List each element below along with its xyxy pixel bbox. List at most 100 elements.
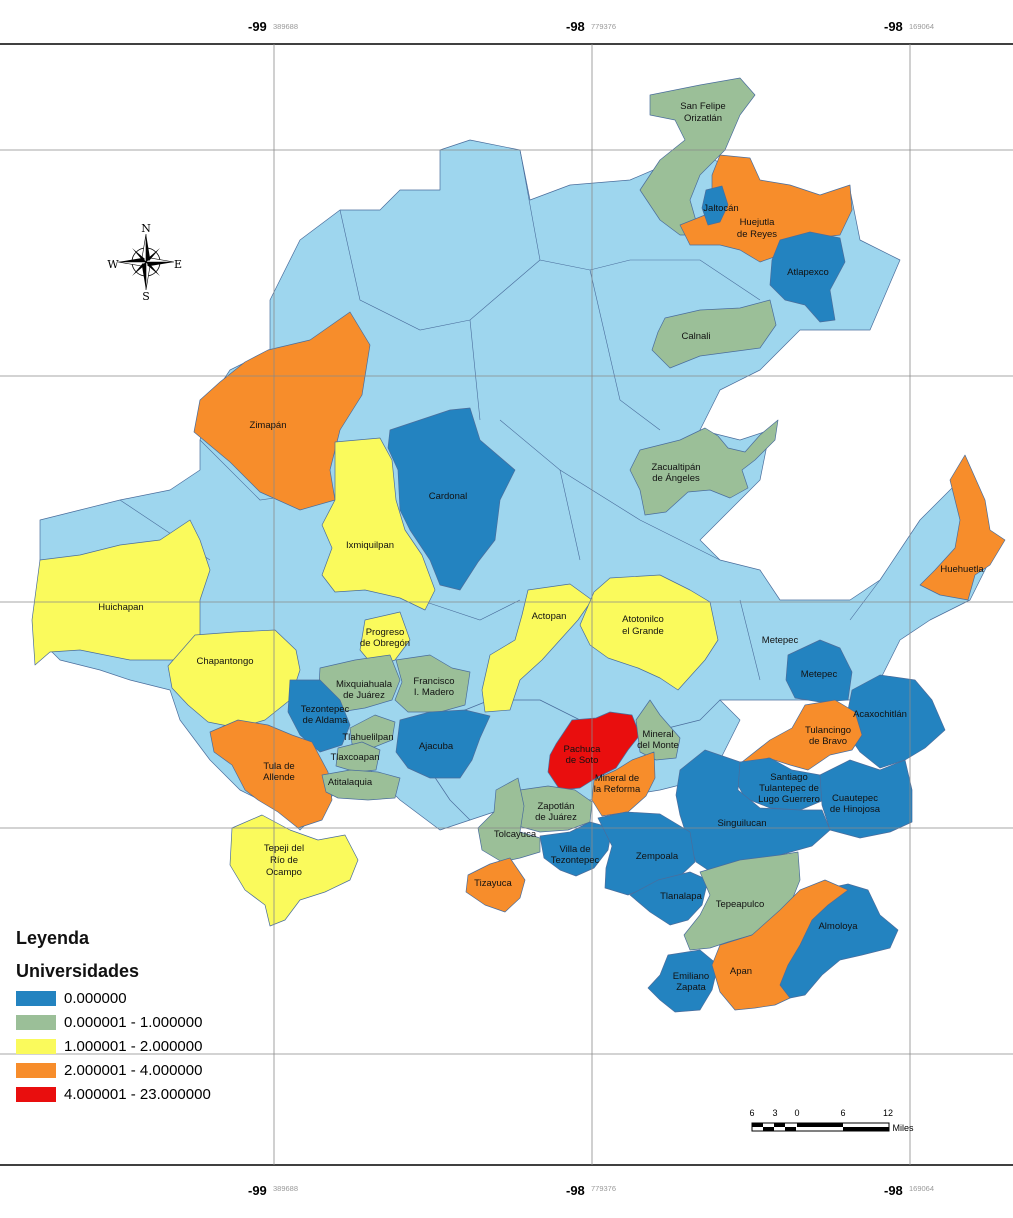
coord-bottom-2-sub: 779376 <box>591 1184 616 1193</box>
label-huichapan: Huichapan <box>98 602 143 613</box>
legend-item: 1.000001 - 2.000000 <box>16 1034 276 1058</box>
coord-bottom-3-sub: 169064 <box>909 1184 934 1193</box>
label-san-felipe-orizatlan: San Felipe Orizatlán <box>680 101 725 124</box>
scale-tick-3: 6 <box>840 1108 845 1118</box>
label-mineral-reforma: Mineral de la Reforma <box>594 773 641 795</box>
label-pachuca: Pachuca de Soto <box>564 744 602 766</box>
label-francisco-madero: Francisco I. Madero <box>413 676 454 698</box>
scale-tick-2: 0 <box>794 1108 799 1118</box>
legend-label: 4.000001 - 23.000000 <box>64 1085 211 1103</box>
municipality-emiliano-zapata <box>647 949 719 1013</box>
municipality-cuautepec <box>819 759 913 839</box>
legend-swatch <box>16 990 56 1006</box>
label-tlaxcoapan: Tlaxcoapan <box>330 752 379 763</box>
coordinate-labels-bottom: -99 389688 -98 779376 -98 169064 <box>248 1183 934 1198</box>
label-tizayuca: Tizayuca <box>474 878 512 889</box>
label-chapantongo: Chapantongo <box>196 656 253 667</box>
municipality-acaxochitlan <box>844 674 946 769</box>
scale-unit: Miles <box>892 1123 914 1133</box>
label-villa-tezontepec: Villa de Tezontepec <box>551 844 600 866</box>
municipality-tepeji <box>229 814 359 927</box>
compass-rose-icon: N S E W <box>107 222 182 303</box>
label-tepeapulco: Tepeapulco <box>716 899 765 910</box>
label-metepec: Metepec <box>801 669 838 680</box>
compass-n: N <box>141 222 151 235</box>
coord-top-2-sub: 779376 <box>591 22 616 31</box>
label-mixquiahuala: Mixquiahuala de Juárez <box>336 679 393 701</box>
legend-swatch <box>16 1014 56 1030</box>
municipality-cardonal <box>387 407 516 591</box>
coord-top-1-sub: 389688 <box>273 22 298 31</box>
label-zacualtipan: Zacualtipán de Ángeles <box>651 462 700 484</box>
map-legend: Leyenda Universidades 0.000000 0.000001 … <box>16 928 276 1106</box>
label-huehuetla: Huehuetla <box>940 564 984 575</box>
label-zempoala: Zempoala <box>636 851 679 862</box>
municipality-tlanalapa <box>629 871 709 926</box>
legend-swatch <box>16 1086 56 1102</box>
label-metepec-upper: Metepec <box>762 635 799 646</box>
legend-item: 0.000001 - 1.000000 <box>16 1010 276 1034</box>
compass-s: S <box>142 290 150 303</box>
municipality-chapantongo <box>167 629 301 729</box>
legend-label: 1.000001 - 2.000000 <box>64 1037 203 1055</box>
coord-top-3-deg: -98 <box>884 19 903 34</box>
legend-item: 4.000001 - 23.000000 <box>16 1082 276 1106</box>
label-acaxochitlan: Acaxochitlán <box>853 709 907 720</box>
label-ajacuba: Ajacuba <box>419 741 454 752</box>
legend-label: 0.000000 <box>64 989 127 1007</box>
label-progreso: Progreso de Obregón <box>360 627 410 649</box>
municipality-calnali <box>651 299 777 369</box>
municipality-santiago-tulantepec <box>734 757 825 811</box>
label-tepeji: Tepeji del Río de Ocampo <box>264 843 304 878</box>
graticule <box>0 44 1013 1165</box>
legend-swatch <box>16 1038 56 1054</box>
label-calnali: Calnali <box>681 331 710 342</box>
label-huejutla: Huejutla de Reyes <box>737 217 777 240</box>
label-santiago-tulantepec: Santiago Tulantepec de Lugo Guerrero <box>758 772 820 805</box>
legend-swatch <box>16 1062 56 1078</box>
scale-tick-1: 3 <box>772 1108 777 1118</box>
municipality-tezontepec-de-aldama <box>287 679 351 753</box>
label-tulancingo: Tulancingo de Bravo <box>805 725 851 747</box>
municipality-tula-de-allende <box>209 719 333 829</box>
label-actopan: Actopan <box>532 611 567 622</box>
coord-top-1-deg: -99 <box>248 19 267 34</box>
label-cardonal: Cardonal <box>429 491 468 502</box>
label-tlanalapa: Tlanalapa <box>660 891 702 902</box>
compass-w: W <box>107 258 119 271</box>
coord-bottom-1-sub: 389688 <box>273 1184 298 1193</box>
label-tezontepec-aldama: Tezontepec de Aldama <box>301 704 350 726</box>
label-atitalaquia: Atitalaquia <box>328 777 373 788</box>
label-emiliano-zapata: Emiliano Zapata <box>673 971 709 993</box>
legend-item: 0.000000 <box>16 986 276 1010</box>
label-cuautepec: Cuautepec de Hinojosa <box>830 793 881 815</box>
label-apan: Apan <box>730 966 752 977</box>
label-zimapan: Zimapán <box>250 420 287 431</box>
municipality-tlaxcoapan <box>335 741 381 773</box>
municipality-labels: San Felipe Orizatlán Jaltocán Huejutla de … <box>98 101 984 993</box>
label-atlapexco: Atlapexco <box>787 267 829 278</box>
municipality-villa-de-tezontepec <box>539 821 613 877</box>
label-jaltocan: Jaltocán <box>703 203 738 214</box>
coordinate-labels-top: -99 389688 -98 779376 -98 169064 <box>248 19 934 34</box>
label-tlahuelilpan: Tlahuelilpan <box>342 732 393 743</box>
municipality-ajacuba <box>395 709 491 779</box>
label-atotonilco: Atotonilco el Grande <box>622 614 664 637</box>
coord-top-3-sub: 169064 <box>909 22 934 31</box>
municipality-francisco-madero <box>394 654 471 713</box>
label-ixmiquilpan: Ixmiquilpan <box>346 540 394 551</box>
label-mineral-del-monte: Mineral del Monte <box>637 729 679 751</box>
municipality-huehuetla <box>919 454 1006 601</box>
label-zapotlan: Zapotlán de Juárez <box>535 801 577 823</box>
municipality-atotonilco <box>579 574 719 691</box>
legend-subtitle: Universidades <box>16 961 140 981</box>
coord-bottom-3-deg: -98 <box>884 1183 903 1198</box>
municipality-pachuca <box>547 711 641 791</box>
coord-top-2-deg: -98 <box>566 19 585 34</box>
municipality-ixmiquilpan <box>321 437 436 611</box>
municipality-tulancingo <box>741 699 863 771</box>
legend-title: Leyenda <box>16 928 90 948</box>
compass-e: E <box>174 258 182 271</box>
municipality-atitalaquia <box>321 769 401 801</box>
